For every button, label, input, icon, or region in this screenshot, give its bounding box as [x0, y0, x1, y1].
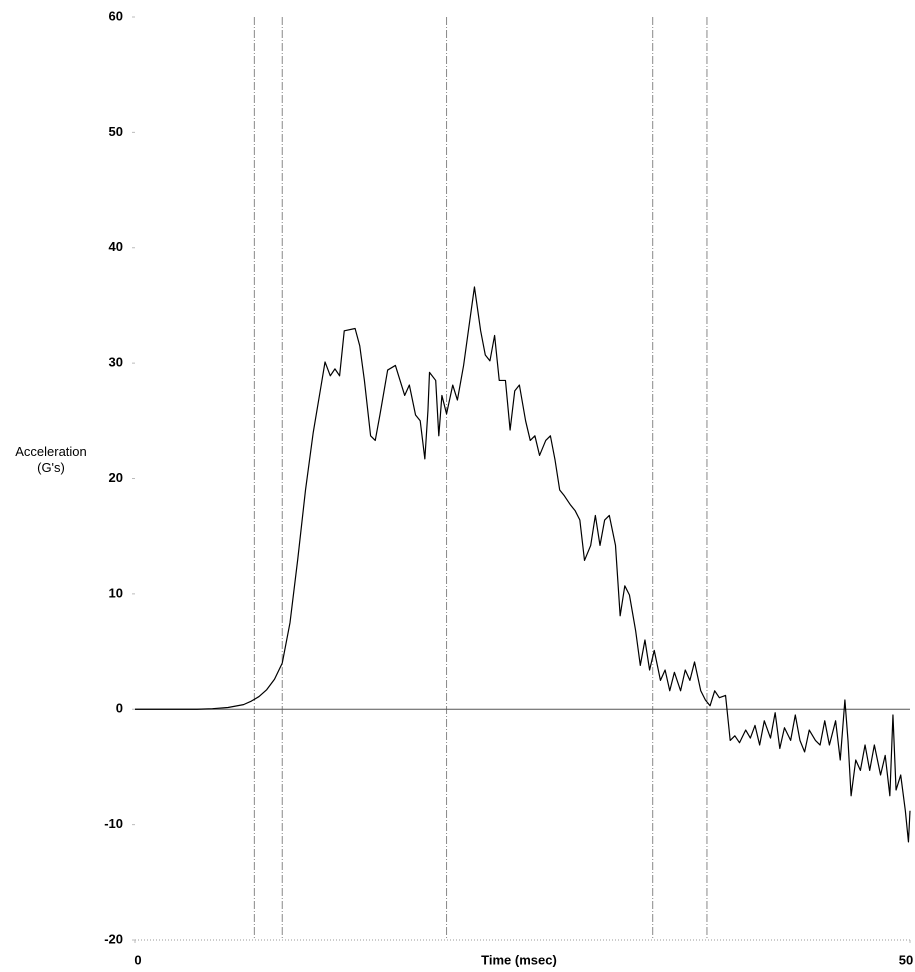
y-axis-label: Acceleration (G's)	[15, 444, 87, 475]
y-tick-label: 50	[109, 124, 123, 139]
y-tick-label: 20	[109, 470, 123, 485]
x-tick-label: 50	[899, 952, 913, 967]
y-tick-label: 10	[109, 585, 123, 600]
y-tick-label: 60	[109, 8, 123, 23]
y-tick-label: 0	[116, 701, 123, 716]
y-tick-label: -20	[104, 931, 123, 946]
y-tick-label: -10	[104, 816, 123, 831]
y-tick-label: 40	[109, 239, 123, 254]
x-tick-label: 0	[134, 952, 141, 967]
x-axis-label: Time (msec)	[481, 952, 557, 967]
data-line	[135, 286, 911, 843]
y-tick-label: 30	[109, 355, 123, 370]
